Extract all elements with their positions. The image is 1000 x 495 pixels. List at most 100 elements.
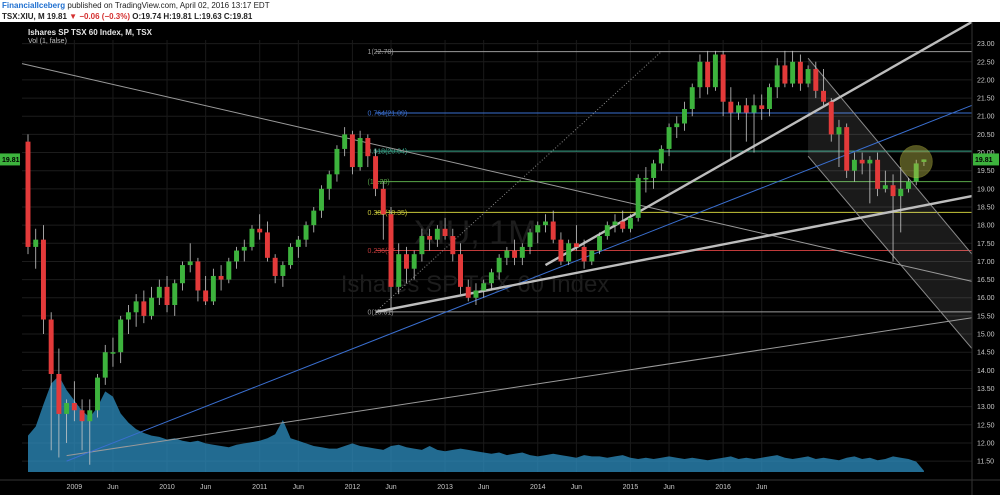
left-price-label: 19.81 xyxy=(2,157,20,164)
candle-body xyxy=(102,352,108,378)
chart-area[interactable]: 11.50 12.00 12.50 13.00 13.50 14.00 14.50 15.00… xyxy=(0,22,1000,495)
candle-body xyxy=(720,54,726,102)
candle-body xyxy=(844,127,850,171)
candle-body xyxy=(828,101,834,135)
chart-header: FinancialIceberg published on TradingVie… xyxy=(0,0,1000,22)
candle-body xyxy=(488,272,494,284)
candle-body xyxy=(25,141,31,247)
y-tick-label: 21.00 xyxy=(977,114,995,121)
y-tick-label: 13.00 xyxy=(977,404,995,411)
candle-body xyxy=(496,257,502,273)
y-tick-label: 14.00 xyxy=(977,368,995,375)
candle-body xyxy=(782,65,788,84)
candle-body xyxy=(651,163,657,178)
candle-body xyxy=(774,65,780,88)
y-tick-label: 17.00 xyxy=(977,259,995,266)
candle-body xyxy=(365,138,371,157)
fib-level-label: 0.382(18.35) xyxy=(368,210,408,217)
candle-body xyxy=(766,87,772,109)
candle-body xyxy=(458,254,463,287)
x-tick-label: Jun xyxy=(107,484,118,491)
x-tick-label: Jun xyxy=(385,484,396,491)
fib-level-label: 0(15.61) xyxy=(368,309,394,316)
candle-body xyxy=(195,261,201,291)
candle-body xyxy=(427,236,433,240)
candle-body xyxy=(851,159,857,171)
left-price-tag xyxy=(0,153,20,166)
candle-body xyxy=(234,250,240,262)
candle-body xyxy=(898,188,904,197)
candle-body xyxy=(110,352,116,354)
y-tick-label: 14.50 xyxy=(977,350,995,357)
candle-body xyxy=(604,225,610,237)
publish-line: FinancialIceberg published on TradingVie… xyxy=(2,0,270,11)
candle-body xyxy=(133,301,139,313)
candle-body xyxy=(790,61,796,84)
candle-body xyxy=(349,134,355,168)
candle-body xyxy=(527,232,533,247)
candle-body xyxy=(342,134,348,149)
candle-body xyxy=(334,148,340,175)
candle-body xyxy=(805,69,811,84)
candle-body xyxy=(836,127,842,135)
candle-body xyxy=(118,319,124,353)
candle-body xyxy=(643,177,649,180)
candle-body xyxy=(566,243,572,262)
candle-body xyxy=(658,148,664,164)
y-tick-label: 19.00 xyxy=(977,186,995,193)
price-change: −0.06 (−0.3%) xyxy=(79,12,131,21)
channel-upper-line xyxy=(807,57,973,255)
channel-lower-line xyxy=(807,155,973,349)
candle-body xyxy=(226,261,232,280)
candle-body xyxy=(612,221,618,226)
x-tick-label: 2011 xyxy=(252,484,267,491)
volume-legend: Vol (1, false) xyxy=(28,38,67,45)
candle-body xyxy=(434,228,440,240)
candle-body xyxy=(543,221,548,226)
candle-body xyxy=(218,275,224,280)
candle-body xyxy=(249,228,255,247)
candle-body xyxy=(125,312,131,320)
y-tick-label: 16.00 xyxy=(977,295,995,302)
candle-body xyxy=(295,239,301,247)
price-chart[interactable]: 11.50 12.00 12.50 13.00 13.50 14.00 14.50 15.00… xyxy=(0,22,1000,495)
candle-body xyxy=(627,217,633,229)
y-tick-label: 18.50 xyxy=(977,204,995,211)
candle-body xyxy=(535,225,541,233)
y-tick-label: 11.50 xyxy=(977,459,994,466)
x-tick-label: Jun xyxy=(200,484,211,491)
candle-body xyxy=(797,61,803,84)
candle-body xyxy=(689,87,695,109)
long-uptrend-line xyxy=(66,317,973,457)
candle-body xyxy=(913,163,919,182)
candle-body xyxy=(859,159,865,164)
candle-body xyxy=(71,403,77,411)
x-tick-label: Jun xyxy=(293,484,304,491)
candle-body xyxy=(751,105,757,113)
x-tick-label: Jun xyxy=(756,484,767,491)
candle-body xyxy=(682,108,687,124)
candle-body xyxy=(589,250,595,262)
candle-body xyxy=(311,210,317,226)
candle-body xyxy=(79,410,85,422)
candle-body xyxy=(705,61,711,88)
candle-body xyxy=(743,105,749,113)
author-name[interactable]: FinancialIceberg xyxy=(2,1,66,10)
candle-body xyxy=(56,373,62,414)
fib-level-label: 0.764(21.09) xyxy=(368,110,408,117)
symbol-label: TSX:XIU, M xyxy=(2,12,45,21)
fib-level-label: 0.236(17. xyxy=(368,248,398,255)
candle-body xyxy=(172,283,178,306)
x-tick-label: 2016 xyxy=(715,484,731,491)
x-tick-label: 2009 xyxy=(67,484,83,491)
y-tick-label: 13.50 xyxy=(977,386,995,393)
y-tick-label: 18.00 xyxy=(977,223,995,230)
candle-body xyxy=(620,221,626,229)
candle-body xyxy=(558,239,564,262)
candle-body xyxy=(156,286,162,298)
candle-body xyxy=(890,185,896,197)
candle-body xyxy=(257,228,263,233)
x-tick-label: Jun xyxy=(478,484,489,491)
y-tick-label: 12.00 xyxy=(977,440,995,447)
candle-body xyxy=(512,250,518,258)
